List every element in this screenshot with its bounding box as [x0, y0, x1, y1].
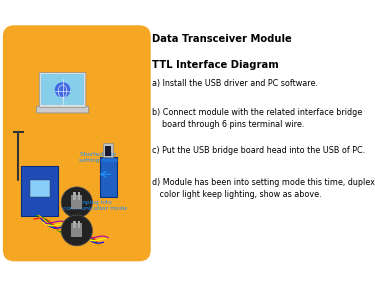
- FancyBboxPatch shape: [3, 25, 151, 261]
- Text: TTL Interface Diagram: TTL Interface Diagram: [152, 60, 279, 71]
- Bar: [71, 223, 82, 237]
- Bar: [99, 157, 117, 197]
- Bar: [73, 192, 76, 200]
- Circle shape: [61, 215, 92, 246]
- Bar: [105, 146, 111, 156]
- Circle shape: [56, 83, 70, 97]
- Circle shape: [61, 187, 92, 218]
- Bar: [73, 221, 76, 228]
- Bar: [71, 195, 82, 209]
- Text: Unplug into
communication mode: Unplug into communication mode: [63, 200, 128, 211]
- FancyBboxPatch shape: [39, 72, 86, 107]
- Text: b) Connect module with the related interface bridge
    board through 6 pins ter: b) Connect module with the related inter…: [152, 108, 362, 129]
- Text: d) Module has been into setting mode this time, duplex-
   color light keep ligh: d) Module has been into setting mode thi…: [152, 178, 375, 199]
- Bar: [21, 166, 58, 216]
- Text: Shorted into
setting mode: Shorted into setting mode: [78, 152, 118, 163]
- Bar: [30, 180, 50, 197]
- Text: c) Put the USB bridge board head into the USB of PC.: c) Put the USB bridge board head into th…: [152, 146, 365, 155]
- Text: a) Install the USB driver and PC software.: a) Install the USB driver and PC softwar…: [152, 79, 318, 88]
- Text: Data Transceiver Module: Data Transceiver Module: [152, 34, 292, 44]
- Bar: [103, 143, 113, 157]
- Bar: [78, 221, 81, 228]
- Bar: [78, 192, 81, 200]
- Bar: [41, 74, 84, 105]
- FancyBboxPatch shape: [36, 106, 89, 113]
